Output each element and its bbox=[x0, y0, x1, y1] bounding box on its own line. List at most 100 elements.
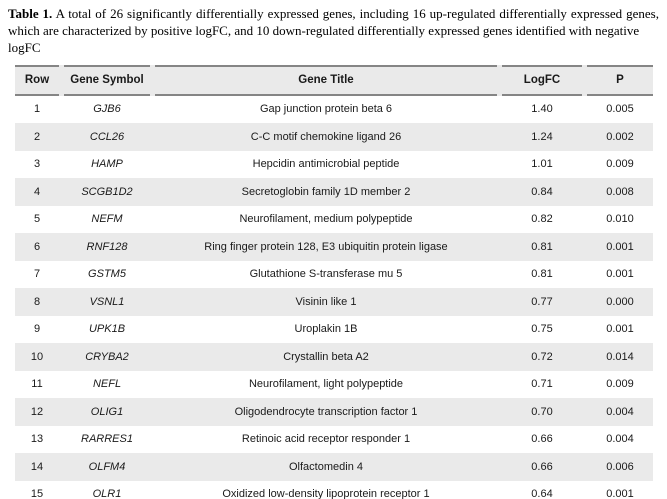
table-row: 14 OLFM4 Olfactomedin 4 0.66 0.006 bbox=[15, 453, 653, 481]
cell-logfc: 0.82 bbox=[531, 213, 553, 226]
cell-gene-symbol: OLR1 bbox=[92, 488, 122, 499]
cell-gene-title: Olfactomedin 4 bbox=[289, 460, 363, 473]
cell-logfc: 0.66 bbox=[531, 460, 553, 473]
cell-logfc: 0.66 bbox=[531, 433, 553, 446]
cell-gene-symbol: CCL26 bbox=[89, 130, 125, 143]
cell-p-value: 0.000 bbox=[606, 295, 634, 308]
table-header-row: Row Gene Symbol Gene Title LogFC P bbox=[15, 64, 653, 96]
cell-p-value: 0.001 bbox=[606, 240, 634, 253]
cell-row-number: 12 bbox=[30, 405, 44, 418]
cell-gene-symbol: SCGB1D2 bbox=[81, 185, 133, 198]
cell-gene-title: Crystallin beta A2 bbox=[283, 350, 369, 363]
caption-text-line-1: A total of 26 significantly differential… bbox=[55, 6, 659, 21]
cell-gene-title: Secretoglobin family 1D member 2 bbox=[241, 185, 411, 198]
cell-p-value: 0.002 bbox=[606, 130, 634, 143]
cell-p-value: 0.001 bbox=[606, 323, 634, 336]
column-header-row: Row bbox=[15, 64, 59, 96]
table-row: 2 CCL26 C-C motif chemokine ligand 26 1.… bbox=[15, 123, 653, 151]
cell-gene-symbol: UPK1B bbox=[88, 323, 126, 336]
cell-gene-symbol: GJB6 bbox=[93, 103, 121, 116]
cell-gene-title: Ring finger protein 128, E3 ubiquitin pr… bbox=[204, 240, 448, 253]
cell-row-number: 11 bbox=[31, 378, 43, 391]
cell-logfc: 0.70 bbox=[531, 405, 553, 418]
table-row: 7 GSTM5 Glutathione S-transferase mu 5 0… bbox=[15, 261, 653, 289]
cell-gene-title: Gap junction protein beta 6 bbox=[259, 103, 393, 116]
cell-gene-symbol: NEFM bbox=[91, 213, 123, 226]
cell-gene-symbol: OLIG1 bbox=[90, 405, 124, 418]
cell-gene-title: Uroplakin 1B bbox=[294, 323, 358, 336]
cell-row-number: 10 bbox=[30, 350, 44, 363]
table-row: 6 RNF128 Ring finger protein 128, E3 ubi… bbox=[15, 233, 653, 261]
cell-logfc: 1.24 bbox=[531, 130, 553, 143]
cell-p-value: 0.010 bbox=[606, 213, 634, 226]
cell-p-value: 0.004 bbox=[606, 433, 634, 446]
cell-gene-symbol: GSTM5 bbox=[88, 268, 126, 281]
table-row: 8 VSNL1 Visinin like 1 0.77 0.000 bbox=[15, 288, 653, 316]
cell-logfc: 0.81 bbox=[531, 240, 553, 253]
cell-p-value: 0.009 bbox=[606, 158, 634, 171]
table-row: 12 OLIG1 Oligodendrocyte transcription f… bbox=[15, 398, 653, 426]
cell-gene-symbol: CRYBA2 bbox=[85, 350, 129, 363]
table-row: 5 NEFM Neurofilament, medium polypeptide… bbox=[15, 206, 653, 234]
cell-logfc: 0.81 bbox=[531, 268, 553, 281]
cell-p-value: 0.009 bbox=[606, 378, 634, 391]
caption-line-2: which are characterized by positive logF… bbox=[8, 22, 640, 55]
cell-gene-title: Retinoic acid receptor responder 1 bbox=[241, 433, 411, 446]
cell-p-value: 0.004 bbox=[606, 405, 634, 418]
cell-row-number: 1 bbox=[33, 103, 41, 116]
table-row: 15 OLR1 Oxidized low-density lipoprotein… bbox=[15, 481, 653, 499]
cell-gene-title: Visinin like 1 bbox=[295, 295, 357, 308]
table-row: 3 HAMP Hepcidin antimicrobial peptide 1.… bbox=[15, 151, 653, 179]
gene-expression-table: Row Gene Symbol Gene Title LogFC P 1 GJB… bbox=[15, 64, 653, 499]
table-row: 1 GJB6 Gap junction protein beta 6 1.40 … bbox=[15, 96, 653, 124]
cell-gene-symbol: NEFL bbox=[92, 378, 122, 391]
cell-logfc: 0.75 bbox=[531, 323, 553, 336]
caption-line-1: Table 1. A total of 26 significantly dif… bbox=[8, 6, 659, 23]
cell-gene-symbol: RARRES1 bbox=[81, 433, 133, 446]
cell-row-number: 15 bbox=[30, 488, 44, 499]
cell-gene-title: Oxidized low-density lipoprotein recepto… bbox=[222, 488, 430, 499]
cell-row-number: 4 bbox=[33, 185, 41, 198]
caption-table-label: Table 1. bbox=[8, 6, 53, 21]
table-row: 10 CRYBA2 Crystallin beta A2 0.72 0.014 bbox=[15, 343, 653, 371]
cell-gene-symbol: HAMP bbox=[91, 158, 123, 171]
cell-row-number: 3 bbox=[33, 158, 41, 171]
cell-row-number: 9 bbox=[33, 323, 41, 336]
table-row: 11 NEFL Neurofilament, light polypeptide… bbox=[15, 371, 653, 399]
cell-p-value: 0.006 bbox=[606, 460, 634, 473]
cell-row-number: 13 bbox=[30, 433, 44, 446]
cell-gene-title: Glutathione S-transferase mu 5 bbox=[249, 268, 403, 281]
cell-p-value: 0.008 bbox=[606, 185, 634, 198]
cell-row-number: 14 bbox=[30, 460, 44, 473]
cell-gene-title: Oligodendrocyte transcription factor 1 bbox=[234, 405, 418, 418]
cell-row-number: 6 bbox=[33, 240, 41, 253]
cell-logfc: 0.77 bbox=[531, 295, 553, 308]
table-row: 13 RARRES1 Retinoic acid receptor respon… bbox=[15, 426, 653, 454]
column-header-gene-symbol: Gene Symbol bbox=[64, 64, 150, 96]
cell-gene-symbol: VSNL1 bbox=[89, 295, 125, 308]
cell-gene-title: C-C motif chemokine ligand 26 bbox=[250, 130, 402, 143]
cell-gene-symbol: OLFM4 bbox=[88, 460, 126, 473]
cell-gene-title: Neurofilament, light polypeptide bbox=[248, 378, 404, 391]
cell-row-number: 5 bbox=[33, 213, 41, 226]
column-header-logfc: LogFC bbox=[502, 64, 582, 96]
cell-gene-symbol: RNF128 bbox=[86, 240, 128, 253]
cell-p-value: 0.001 bbox=[606, 268, 634, 281]
cell-p-value: 0.001 bbox=[606, 488, 634, 499]
cell-row-number: 8 bbox=[33, 295, 41, 308]
cell-logfc: 1.01 bbox=[531, 158, 553, 171]
table-body: 1 GJB6 Gap junction protein beta 6 1.40 … bbox=[15, 96, 653, 499]
cell-row-number: 2 bbox=[33, 130, 41, 143]
cell-logfc: 0.84 bbox=[531, 185, 553, 198]
cell-row-number: 7 bbox=[33, 268, 41, 281]
cell-gene-title: Hepcidin antimicrobial peptide bbox=[252, 158, 400, 171]
table-caption: Table 1. A total of 26 significantly dif… bbox=[8, 6, 659, 57]
cell-p-value: 0.005 bbox=[606, 103, 634, 116]
cell-logfc: 0.64 bbox=[531, 488, 553, 499]
table-row: 9 UPK1B Uroplakin 1B 0.75 0.001 bbox=[15, 316, 653, 344]
cell-logfc: 0.72 bbox=[531, 350, 553, 363]
column-header-gene-title: Gene Title bbox=[155, 64, 497, 96]
cell-p-value: 0.014 bbox=[606, 350, 634, 363]
cell-logfc: 0.71 bbox=[531, 378, 553, 391]
